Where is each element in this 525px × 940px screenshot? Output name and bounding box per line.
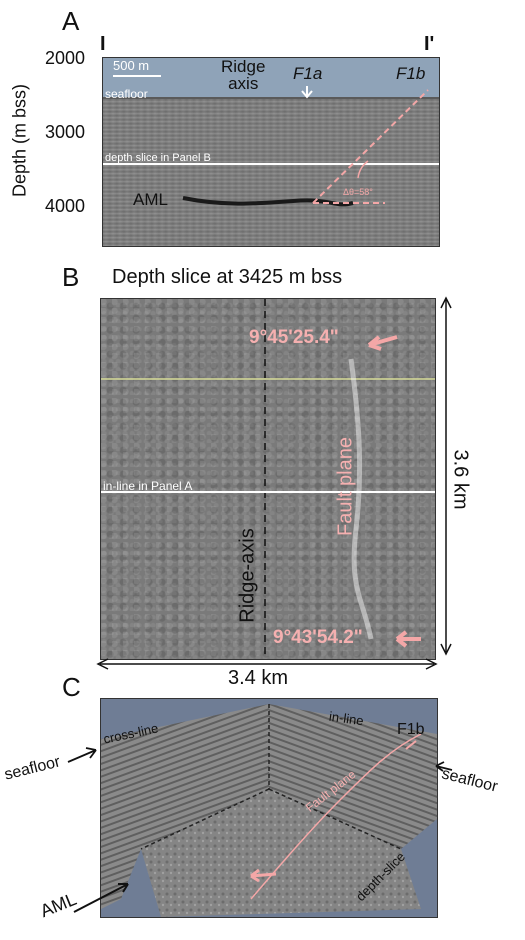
cross-line-face [101, 704, 269, 909]
panel-c-geometry [101, 704, 437, 917]
coord-bottom-label: 9°43'54.2" [273, 627, 363, 648]
panel-a-letter: A [62, 6, 80, 36]
f1b-arrow-c [405, 740, 417, 750]
aml-arrow [73, 883, 129, 913]
ridge-axis-label: Ridge axis [221, 57, 266, 93]
f1b-label: F1b [396, 64, 426, 83]
inline-panel-a-label: in-line in Panel A [103, 479, 193, 493]
dip-arc [357, 160, 369, 179]
fault-plane-trace-c [250, 733, 422, 900]
ytick-2000: 2000 [45, 48, 86, 68]
depth-slice-face [141, 789, 421, 917]
height-label: 3.6 km [449, 449, 472, 510]
aml-reflector [182, 196, 354, 207]
dip-label: Δθ=58° [343, 187, 373, 197]
fault-arrow-c [250, 868, 277, 883]
seafloor-right-arrow [435, 761, 453, 772]
aml-label: AML [133, 190, 168, 209]
seismic-section: 500 m Ridge axis F1a F1b seafloor depth … [102, 57, 440, 247]
panel-a-overlay [103, 75, 439, 207]
seismic-image [103, 98, 439, 246]
scale-bar-label: 500 m [113, 58, 150, 73]
ytick-3000: 3000 [45, 122, 86, 142]
panel-b-title: Depth slice at 3425 m bss [112, 266, 343, 288]
bottom-arrow [395, 630, 421, 648]
depth-slice-image: 9°45'25.4" 9°43'54.2" in-line in Panel A… [100, 298, 436, 660]
fault-f1b-line [312, 89, 429, 204]
panel-c-callouts [67, 747, 453, 913]
in-line-face [269, 704, 437, 849]
panel-b-letter: B [62, 262, 80, 292]
f1a-label: F1a [293, 64, 323, 83]
seafloor-left-arrow [67, 747, 97, 763]
section-start-label: I [100, 33, 106, 55]
depth-axis-label: Depth (m bss) [9, 83, 30, 198]
top-arrow [367, 335, 398, 351]
depth-slice-label: depth slice in Panel B [105, 152, 211, 164]
panel-c-letter: C [62, 672, 81, 702]
ytick-4000: 4000 [45, 196, 86, 216]
f1a-arrow [301, 86, 313, 99]
section-end-label: I' [424, 33, 435, 55]
coord-top-label: 9°45'25.4" [249, 327, 339, 348]
edge-left [140, 788, 270, 850]
water-column [103, 58, 439, 98]
scale-arrows-b [96, 296, 452, 670]
volume-render-panel: cross-line in-line F1b Fault plane depth… [100, 698, 438, 918]
seafloor-label: seafloor [105, 87, 148, 101]
width-label: 3.4 km [228, 667, 289, 689]
f1b-label-c: F1b [397, 721, 425, 738]
fault-trace [348, 358, 374, 640]
edge-right [268, 788, 402, 850]
panel-b-overlay [101, 299, 435, 659]
